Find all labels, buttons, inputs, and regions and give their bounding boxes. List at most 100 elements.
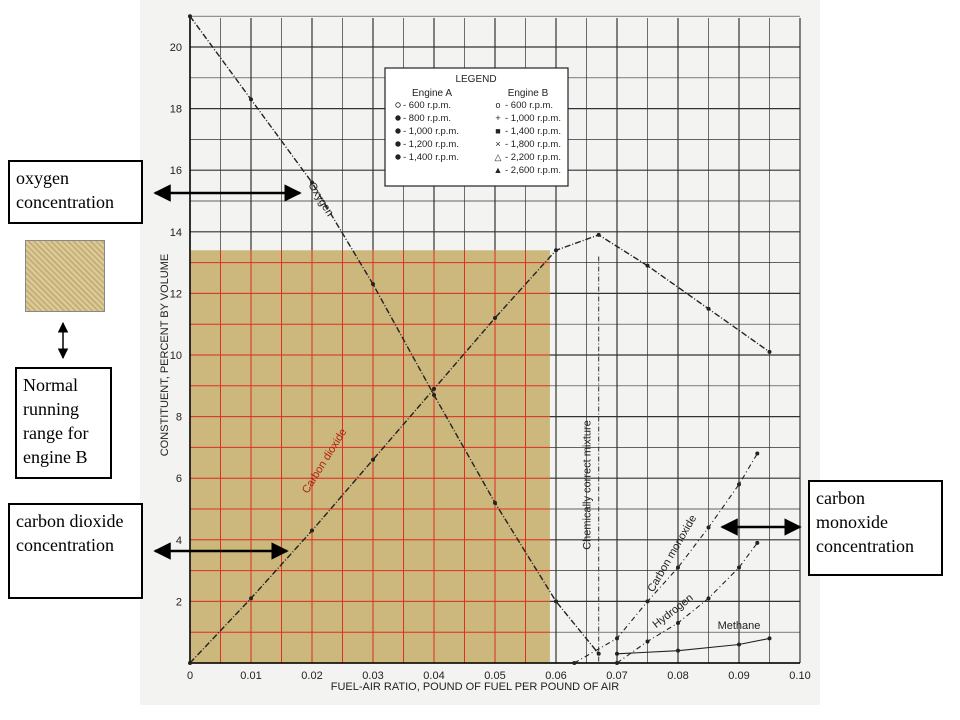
callout-co-text: carbon monoxide concentration	[816, 488, 914, 556]
data-point-oxygen	[596, 651, 601, 656]
legend-marker-engine-b: ■	[495, 126, 500, 136]
legend-item-engine-b: - 1,400 r.p.m.	[505, 126, 561, 137]
callout-co2-text: carbon dioxide concentration	[16, 511, 124, 555]
x-tick-label: 0	[187, 670, 193, 682]
callout-oxygen-text: oxygen concentration	[16, 168, 114, 212]
x-tick-label: 0.01	[240, 670, 261, 682]
y-tick-label: 12	[170, 288, 182, 300]
legend-item-engine-a: - 1,000 r.p.m.	[403, 126, 459, 137]
legend-item-engine-b: - 2,600 r.p.m.	[505, 165, 561, 176]
data-point-oxygen	[310, 180, 314, 185]
y-tick-label: 6	[176, 473, 182, 485]
data-point-oxygen	[554, 599, 558, 604]
series-label-oxygen: Oxygen	[306, 180, 336, 219]
x-tick-label: 0.02	[301, 670, 322, 682]
chemically-correct-mixture-label: Chemically correct mixture	[582, 420, 594, 550]
data-point-hydrogen	[755, 540, 760, 545]
data-point-hydrogen	[676, 620, 680, 625]
data-point-carbon-monoxide	[755, 451, 760, 456]
legend-marker-engine-b: ×	[495, 139, 500, 149]
data-point-oxygen	[188, 14, 192, 19]
series-line-hydrogen	[616, 542, 758, 664]
normal-running-range-area	[190, 250, 550, 663]
data-point-hydrogen	[615, 661, 619, 665]
series-label-methane: Methane	[718, 620, 761, 632]
y-tick-label: 2	[176, 596, 182, 608]
data-point-oxygen	[493, 500, 497, 505]
callout-normal-range-text: Normal running range for engine B	[23, 375, 89, 467]
legend-marker-engine-a	[395, 115, 401, 121]
callout-oxygen: oxygen concentration	[8, 160, 143, 224]
data-point-carbon-monoxide	[572, 661, 577, 665]
legend-marker-engine-a	[395, 102, 401, 108]
callout-normal-range: Normal running range for engine B	[15, 367, 112, 479]
data-point-carbon-dioxide	[554, 248, 558, 253]
data-point-carbon-dioxide	[310, 528, 314, 533]
y-tick-label: 18	[170, 104, 182, 116]
callout-co2: carbon dioxide concentration	[8, 503, 143, 599]
data-point-carbon-dioxide	[371, 457, 375, 462]
data-point-hydrogen	[706, 596, 711, 601]
x-tick-label: 0.06	[545, 670, 566, 682]
callout-co: carbon monoxide concentration	[808, 480, 943, 576]
legend-marker-engine-b: ▲	[494, 165, 503, 175]
legend-item-engine-a: - 1,200 r.p.m.	[403, 139, 459, 150]
data-point-oxygen	[249, 97, 253, 102]
data-point-oxygen	[371, 282, 375, 287]
data-point-carbon-dioxide	[645, 263, 650, 268]
x-tick-label: 0.04	[423, 670, 444, 682]
x-tick-label: 0.07	[606, 670, 627, 682]
data-point-carbon-monoxide	[737, 482, 741, 487]
legend-engine-a-title: Engine A	[412, 88, 452, 99]
data-point-hydrogen	[737, 565, 741, 570]
legend-item-engine-b: - 1,000 r.p.m.	[505, 113, 561, 124]
data-point-carbon-monoxide	[645, 599, 650, 604]
data-point-carbon-monoxide	[706, 525, 711, 530]
data-point-methane	[615, 651, 619, 656]
y-tick-label: 16	[170, 165, 182, 177]
legend-item-engine-a: - 600 r.p.m.	[403, 100, 451, 111]
data-point-carbon-dioxide	[493, 316, 497, 321]
legend-marker-engine-a	[395, 154, 401, 160]
series-label-carbon-monoxide: Carbon monoxide	[645, 513, 699, 594]
legend-marker-engine-b: △	[495, 152, 502, 162]
legend-engine-b-title: Engine B	[508, 88, 549, 99]
data-point-oxygen	[432, 393, 436, 398]
x-axis-label: FUEL-AIR RATIO, POUND OF FUEL PER POUND …	[331, 681, 620, 693]
data-point-carbon-dioxide	[249, 596, 253, 601]
data-point-carbon-dioxide	[188, 661, 192, 665]
legend-marker-engine-b: +	[495, 113, 500, 123]
data-point-methane	[767, 636, 772, 641]
y-tick-label: 8	[176, 412, 182, 424]
series-line-methane	[616, 637, 770, 655]
legend-marker-engine-a	[395, 141, 401, 147]
x-tick-label: 0.10	[789, 670, 810, 682]
legend-item-engine-b: - 600 r.p.m.	[505, 100, 553, 111]
x-tick-label: 0.03	[362, 670, 383, 682]
legend-box	[384, 67, 569, 187]
data-point-carbon-dioxide	[432, 386, 436, 391]
legend-title: LEGEND	[455, 74, 496, 85]
data-point-hydrogen	[645, 639, 650, 644]
y-tick-label: 20	[170, 42, 182, 54]
x-tick-label: 0.09	[728, 670, 749, 682]
y-tick-label: 10	[170, 350, 182, 362]
y-axis-label: CONSTITUENT, PERCENT BY VOLUME	[159, 254, 171, 457]
data-point-carbon-monoxide	[615, 636, 619, 641]
legend-marker-engine-a	[395, 128, 401, 134]
x-tick-label: 0.05	[484, 670, 505, 682]
legend-item-engine-b: - 2,200 r.p.m.	[505, 152, 561, 163]
y-tick-label: 4	[176, 535, 182, 547]
series-label-hydrogen: Hydrogen	[651, 592, 696, 631]
data-point-methane	[676, 648, 680, 653]
x-tick-label: 0.08	[667, 670, 688, 682]
data-point-carbon-dioxide	[767, 349, 772, 354]
data-point-carbon-monoxide	[676, 565, 680, 570]
data-point-methane	[737, 642, 741, 647]
data-point-carbon-dioxide	[706, 306, 711, 311]
series-line-oxygen	[189, 15, 600, 655]
legend-item-engine-a: - 800 r.p.m.	[403, 113, 451, 124]
data-point-carbon-dioxide	[596, 232, 601, 237]
series-line-carbon-dioxide	[189, 234, 770, 664]
